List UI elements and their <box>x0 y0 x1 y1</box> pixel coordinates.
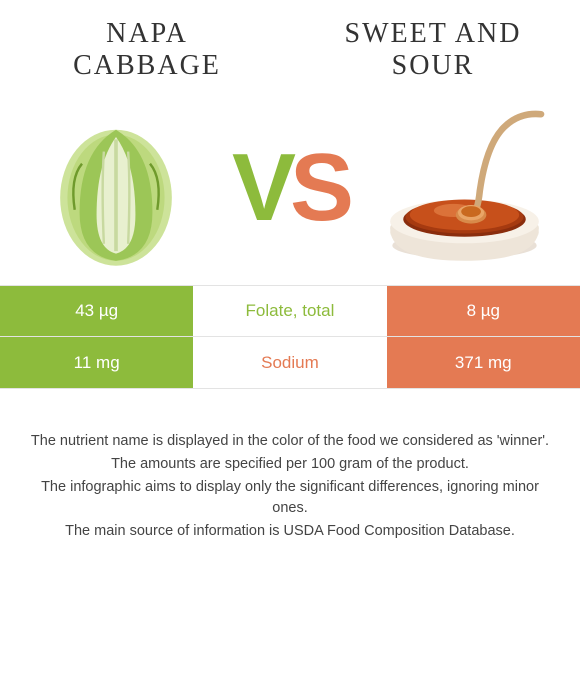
value-left: 11 mg <box>0 337 193 388</box>
footnote-line: The amounts are specified per 100 gram o… <box>28 454 552 475</box>
image-row: VS <box>0 92 580 285</box>
vs-s-letter: S <box>290 140 348 236</box>
food-right-title: Sweet andsour <box>316 18 550 82</box>
header: Napacabbage Sweet andsour <box>0 0 580 92</box>
vs-label: VS <box>232 140 348 236</box>
nutrient-label: Sodium <box>193 337 386 388</box>
food-left-title: Napacabbage <box>30 18 264 82</box>
footnote-line: The infographic aims to display only the… <box>28 477 552 519</box>
comparison-table: 43 µgFolate, total8 µg11 mgSodium371 mg <box>0 285 580 389</box>
value-right: 371 mg <box>387 337 580 388</box>
nutrient-label: Folate, total <box>193 286 386 336</box>
food-left-image <box>28 100 203 275</box>
footnotes: The nutrient name is displayed in the co… <box>0 389 580 542</box>
footnote-line: The main source of information is USDA F… <box>28 521 552 542</box>
value-right: 8 µg <box>387 286 580 336</box>
table-row: 43 µgFolate, total8 µg <box>0 285 580 337</box>
value-left: 43 µg <box>0 286 193 336</box>
vs-v-letter: V <box>232 140 290 236</box>
footnote-line: The nutrient name is displayed in the co… <box>28 431 552 452</box>
table-row: 11 mgSodium371 mg <box>0 337 580 389</box>
food-right-image <box>377 100 552 275</box>
